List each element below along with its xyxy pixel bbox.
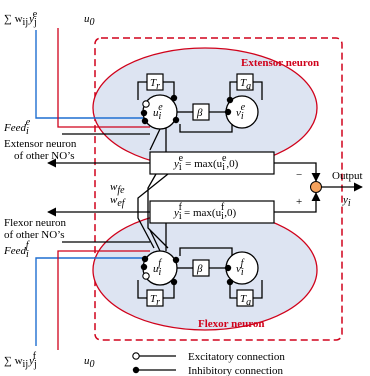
u0-top-label: u0	[84, 13, 95, 28]
output-minus-sign: −	[296, 169, 302, 181]
flexor-tr-label: Tr	[150, 293, 160, 308]
weight-fe-label: wfe	[110, 181, 125, 196]
flexor-u-label: uif	[153, 258, 162, 278]
flexor-inhibitory-input-1	[140, 263, 148, 271]
extensor-beta-label: β	[196, 107, 203, 119]
flexor-sum-input-line	[35, 257, 148, 346]
cross-line-2	[147, 173, 169, 249]
extensor-u-label: uie	[153, 102, 163, 122]
feed-flexor-label: Feedif	[3, 240, 30, 260]
legend-excitatory-marker	[132, 352, 140, 360]
output-plus-sign: +	[296, 196, 302, 208]
extensor-other-label-line1: Extensor neuron	[4, 138, 77, 150]
extensor-excitatory-input	[142, 100, 150, 108]
u0-bottom-label: u0	[84, 355, 95, 370]
extensor-title: Extensor neuron	[241, 57, 319, 69]
extensor-ta-label: Ta	[240, 77, 251, 92]
flexor-beta-label: β	[196, 263, 203, 275]
extensor-v-label: vie	[236, 102, 246, 122]
feed-extensor-label: Feedie	[3, 117, 31, 137]
flexor-title: Flexor neuron	[198, 318, 265, 330]
extensor-to-output	[274, 162, 321, 182]
output-label: Output	[332, 170, 363, 182]
extensor-other-label-line2: of other NO’s	[14, 150, 75, 162]
flexor-to-output	[274, 192, 321, 213]
flexor-inhibitory-input-2	[141, 255, 149, 263]
extensor-tr-label: Tr	[150, 77, 160, 92]
legend-inhibitory-label: Inhibitory connection	[188, 365, 284, 376]
flexor-output-equation: yif = max(uif,0)	[173, 202, 236, 222]
legend-excitatory-label: Excitatory connection	[188, 351, 285, 363]
extensor-sum-input-line	[35, 30, 148, 119]
flexor-excitatory-input	[142, 272, 150, 280]
sum-flexor-label: ∑ wijyjf	[4, 351, 37, 370]
flexor-v-label: vif	[236, 258, 245, 278]
cross-line-1	[137, 173, 169, 249]
extensor-inhibitory-input-1	[140, 109, 148, 117]
extensor-u0-input-line	[57, 28, 150, 128]
flexor-u0-input-line	[57, 250, 150, 350]
flexor-other-label-line2: of other NO’s	[4, 229, 65, 241]
legend-inhibitory-marker	[132, 366, 140, 374]
neural-oscillator-boundary	[94, 37, 343, 341]
output-summing-node	[310, 181, 322, 193]
output-y-label: yi	[342, 194, 351, 209]
sum-extensor-label: ∑ wijyje	[4, 9, 38, 28]
flexor-ta-label: Ta	[240, 293, 251, 308]
extensor-output-equation: yie = max(uie,0)	[173, 153, 239, 173]
flexor-other-label-line1: Flexor neuron	[4, 217, 67, 229]
weight-ef-label: wef	[110, 194, 126, 209]
extensor-inhibitory-input-2	[141, 117, 149, 125]
